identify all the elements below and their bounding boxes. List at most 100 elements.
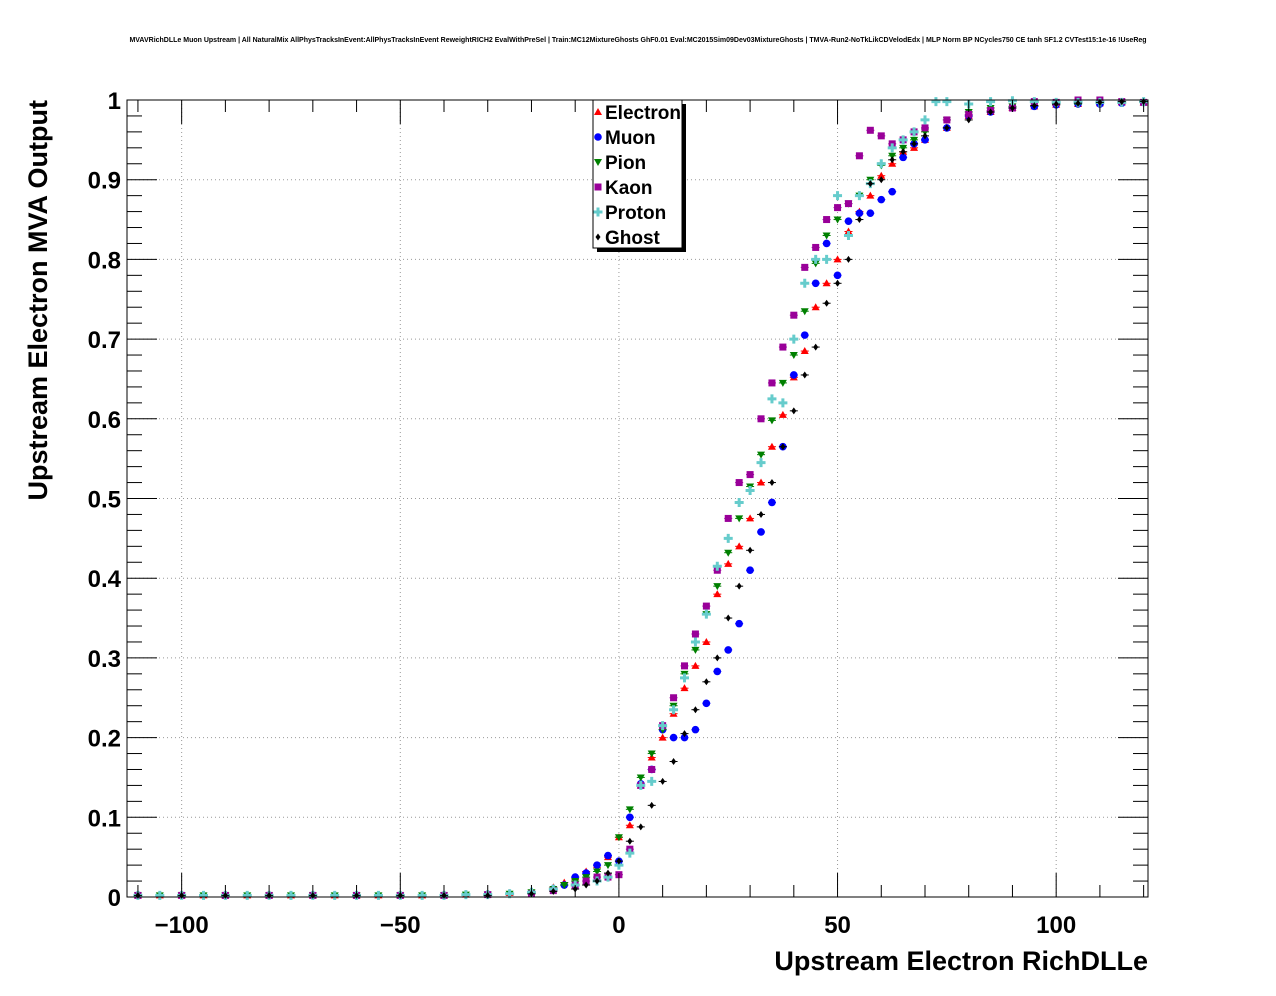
data-point (660, 777, 666, 785)
data-point (627, 837, 633, 845)
data-point (155, 890, 165, 900)
data-point (767, 417, 776, 425)
data-point (1029, 97, 1039, 107)
y-tick-label: 0.5 (88, 487, 121, 514)
data-point (648, 765, 656, 773)
data-point (461, 890, 471, 900)
data-point (747, 546, 753, 554)
data-point (712, 561, 722, 571)
data-point (199, 890, 209, 900)
data-point (833, 191, 843, 201)
data-point (944, 124, 950, 132)
legend-marker-pion (594, 159, 602, 166)
data-point (670, 694, 678, 702)
legend-label-muon: Muon (605, 128, 656, 149)
data-point (899, 153, 907, 162)
data-point (735, 479, 743, 487)
data-point (604, 851, 612, 860)
x-tick-label: 50 (824, 912, 851, 939)
data-point (800, 278, 810, 288)
data-point (922, 132, 928, 140)
data-point (758, 510, 764, 518)
data-point (800, 331, 809, 339)
data-point (757, 478, 766, 486)
data-point (778, 410, 787, 418)
data-point (614, 834, 623, 842)
data-point (878, 176, 884, 184)
y-tick-labels: 0 0.1 0.2 0.3 0.4 0.5 0.6 0.7 0.8 0.9 1 (88, 88, 122, 912)
data-point (701, 609, 711, 619)
data-point (767, 442, 776, 450)
data-point (877, 132, 885, 140)
data-point (603, 862, 612, 870)
x-axis-label: Upstream Electron RichDLLe (774, 946, 1148, 976)
data-point (669, 705, 679, 715)
data-point (671, 758, 677, 766)
data-point (647, 750, 656, 758)
legend-marker-kaon (594, 183, 602, 191)
legend-marker-electron (594, 108, 602, 115)
data-point (833, 216, 842, 224)
data-point (800, 308, 809, 316)
y-tick-label: 0.6 (88, 407, 121, 434)
axis-ticks (127, 99, 1148, 898)
data-point (866, 191, 875, 199)
data-point (636, 780, 646, 790)
x-tick-label: 100 (1036, 912, 1076, 939)
data-point (724, 549, 733, 557)
data-point (802, 371, 808, 379)
data-point (724, 559, 733, 567)
legend-label-electron: Electron (605, 103, 681, 124)
data-point (681, 662, 689, 670)
data-point (986, 97, 996, 107)
data-point (746, 566, 754, 575)
data-point (822, 239, 831, 248)
data-point (616, 857, 622, 865)
data-point (769, 479, 775, 487)
data-point (625, 806, 634, 814)
data-point (921, 136, 929, 144)
legend-box (592, 99, 683, 249)
data-point (746, 471, 754, 479)
x-tick-label: −100 (155, 912, 209, 939)
data-point (812, 243, 820, 251)
data-point (855, 152, 863, 160)
data-point (714, 654, 720, 662)
data-point (330, 890, 340, 900)
legend-marker-proton (593, 207, 603, 217)
data-point (636, 774, 645, 782)
data-point (877, 195, 886, 204)
data-point (583, 881, 589, 889)
data-point (780, 443, 786, 451)
y-tick-label: 0 (108, 885, 121, 912)
data-point (638, 823, 644, 831)
y-tick-label: 0.2 (88, 726, 121, 753)
data-point (921, 124, 929, 132)
data-point (735, 619, 743, 628)
data-point (625, 821, 634, 829)
data-point (614, 860, 624, 870)
data-point (811, 303, 820, 311)
data-point (822, 232, 831, 240)
x-tick-label: −50 (380, 912, 421, 939)
data-point (887, 143, 897, 153)
data-point (867, 180, 873, 188)
data-point (889, 156, 895, 164)
data-point (888, 187, 897, 196)
y-tick-label: 0.7 (88, 327, 121, 354)
data-point (834, 204, 842, 212)
data-point (724, 646, 733, 654)
y-tick-label: 0.3 (88, 646, 121, 673)
data-point (909, 127, 919, 137)
data-point (811, 254, 821, 264)
data-point (626, 813, 634, 822)
data-point (778, 379, 787, 387)
data-point (931, 97, 941, 107)
chart-title: MVAVRichDLLe Muon Upstream | All Natural… (129, 37, 1146, 44)
data-point (854, 191, 864, 201)
data-point (856, 216, 862, 224)
data-point (702, 699, 711, 708)
data-point (736, 582, 742, 590)
data-point (756, 458, 766, 468)
y-axis-label: Upstream Electron MVA Output (23, 100, 53, 501)
